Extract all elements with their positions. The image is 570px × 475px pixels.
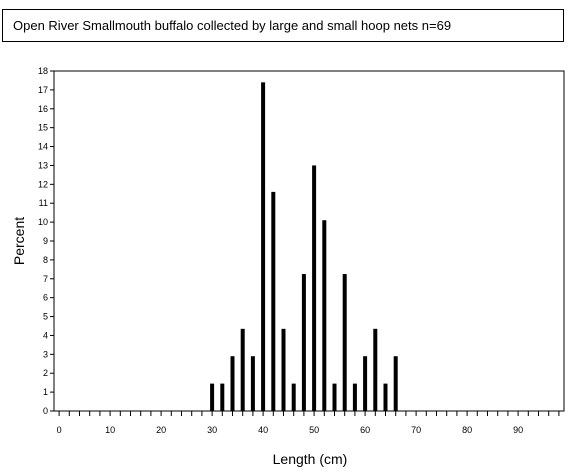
x-tick-label: 10: [105, 425, 115, 435]
bar: [230, 356, 235, 411]
x-tick-label: 60: [360, 425, 370, 435]
x-tick-label: 50: [309, 425, 319, 435]
y-tick-label: 16: [38, 104, 48, 114]
bar: [352, 383, 357, 411]
x-tick-label: 20: [156, 425, 166, 435]
y-tick-label: 13: [38, 160, 48, 170]
y-tick-label: 18: [38, 66, 48, 76]
bar: [373, 328, 378, 411]
y-tick-label: 3: [43, 349, 48, 359]
bar: [383, 383, 388, 411]
y-tick-label: 1: [43, 387, 48, 397]
bar: [220, 383, 225, 411]
bar: [291, 383, 296, 411]
bars-group: [210, 82, 398, 411]
bar: [271, 191, 276, 411]
x-axis-label: Length (cm): [273, 451, 348, 467]
y-tick-label: 14: [38, 142, 48, 152]
x-tick-label: 70: [411, 425, 421, 435]
x-tick-label: 90: [513, 425, 523, 435]
bar: [281, 328, 286, 411]
x-tick-label: 80: [462, 425, 472, 435]
bar: [363, 356, 368, 411]
y-tick-label: 2: [43, 368, 48, 378]
y-tick-label: 8: [43, 255, 48, 265]
bar: [322, 220, 327, 411]
bar: [210, 383, 215, 411]
bar: [312, 165, 317, 411]
bar: [332, 383, 337, 411]
bar: [342, 274, 347, 411]
x-tick-label: 0: [57, 425, 62, 435]
plot-frame: [53, 70, 565, 412]
bar: [250, 356, 255, 411]
y-tick-label: 15: [38, 123, 48, 133]
bar: [240, 328, 245, 411]
chart-title: Open River Smallmouth buffalo collected …: [13, 18, 452, 33]
y-tick-label: 17: [38, 85, 48, 95]
chart-title-box: Open River Smallmouth buffalo collected …: [2, 9, 564, 42]
y-tick-label: 4: [43, 330, 48, 340]
y-tick-label: 5: [43, 312, 48, 322]
x-axis: 0 10 20 30 40 50 60 70 80 90: [57, 411, 560, 435]
bar: [393, 356, 398, 411]
bar: [301, 274, 306, 411]
x-tick-label: 30: [207, 425, 217, 435]
y-tick-label: 7: [43, 274, 48, 284]
y-tick-label: 11: [39, 198, 48, 208]
y-axis-label: Percent: [11, 217, 27, 265]
y-tick-label: 0: [43, 406, 48, 416]
y-tick-label: 6: [43, 293, 48, 303]
bar: [261, 82, 266, 411]
y-tick-label: 12: [38, 179, 48, 189]
y-tick-label: 9: [43, 236, 48, 246]
x-tick-label: 40: [258, 425, 268, 435]
y-tick-label: 10: [38, 217, 48, 227]
